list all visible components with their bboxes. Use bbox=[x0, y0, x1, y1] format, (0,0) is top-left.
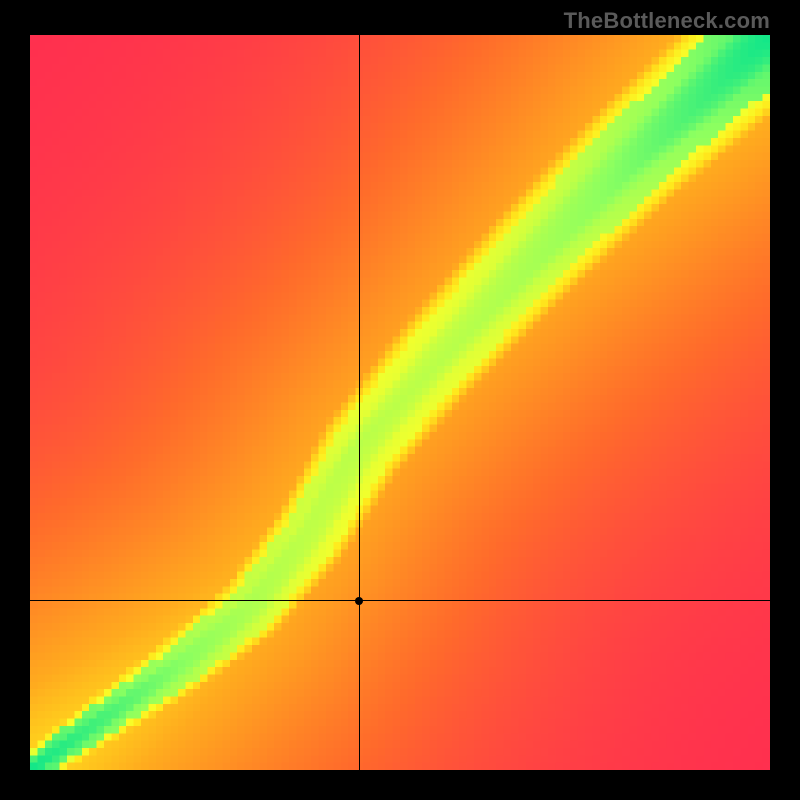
crosshair-vertical bbox=[359, 35, 360, 770]
watermark-text: TheBottleneck.com bbox=[564, 8, 770, 34]
heatmap-plot bbox=[30, 35, 770, 770]
heatmap-canvas bbox=[30, 35, 770, 770]
crosshair-marker bbox=[355, 597, 363, 605]
crosshair-horizontal bbox=[30, 600, 770, 601]
chart-container: TheBottleneck.com bbox=[0, 0, 800, 800]
